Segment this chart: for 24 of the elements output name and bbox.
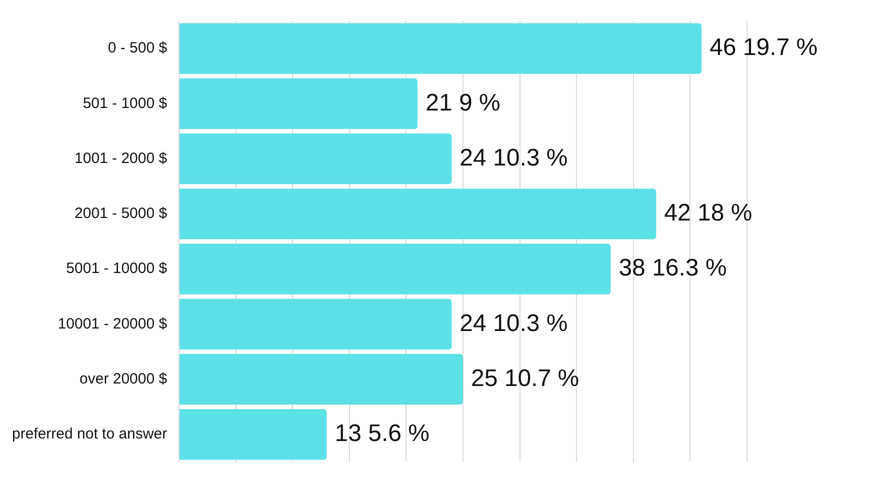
y-tick-label: 5001 - 10000 $ (66, 260, 168, 278)
bar (180, 188, 656, 240)
bar (180, 244, 611, 294)
y-tick-label: 10001 - 20000 $ (58, 315, 168, 332)
data-label: 46 19.7 % (710, 34, 818, 62)
data-label: 24 10.3 % (460, 310, 568, 337)
bar (180, 78, 418, 130)
data-label: 42 18 % (664, 200, 752, 227)
y-tick-label: preferred not to answer (12, 426, 168, 443)
bar (180, 354, 464, 405)
y-tick-label: 1001 - 2000 $ (74, 150, 168, 167)
data-label: 38 16.3 % (618, 254, 727, 282)
y-tick-label: 2001 - 5000 $ (74, 205, 168, 222)
y-tick-label: over 20000 $ (80, 370, 168, 388)
bar (180, 298, 452, 350)
y-tick-label: 501 - 1000 $ (82, 94, 168, 112)
bar (180, 23, 702, 74)
data-label: 25 10.7 % (471, 364, 580, 392)
data-label: 24 10.3 % (460, 144, 568, 172)
y-tick-label: 0 - 500 $ (108, 40, 168, 57)
data-label: 13 5.6 % (334, 420, 430, 448)
bar (180, 133, 452, 184)
bar (180, 409, 327, 460)
data-label: 21 9 % (426, 89, 500, 116)
